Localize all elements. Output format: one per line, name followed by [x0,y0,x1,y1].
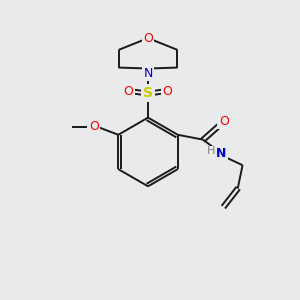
Text: O: O [219,115,229,128]
Text: N: N [216,147,226,160]
Text: N: N [143,67,153,80]
Text: H: H [207,146,215,157]
Text: O: O [124,85,133,98]
Text: O: O [143,32,153,45]
Text: S: S [143,86,153,100]
Text: O: O [89,120,99,134]
Text: O: O [163,85,172,98]
